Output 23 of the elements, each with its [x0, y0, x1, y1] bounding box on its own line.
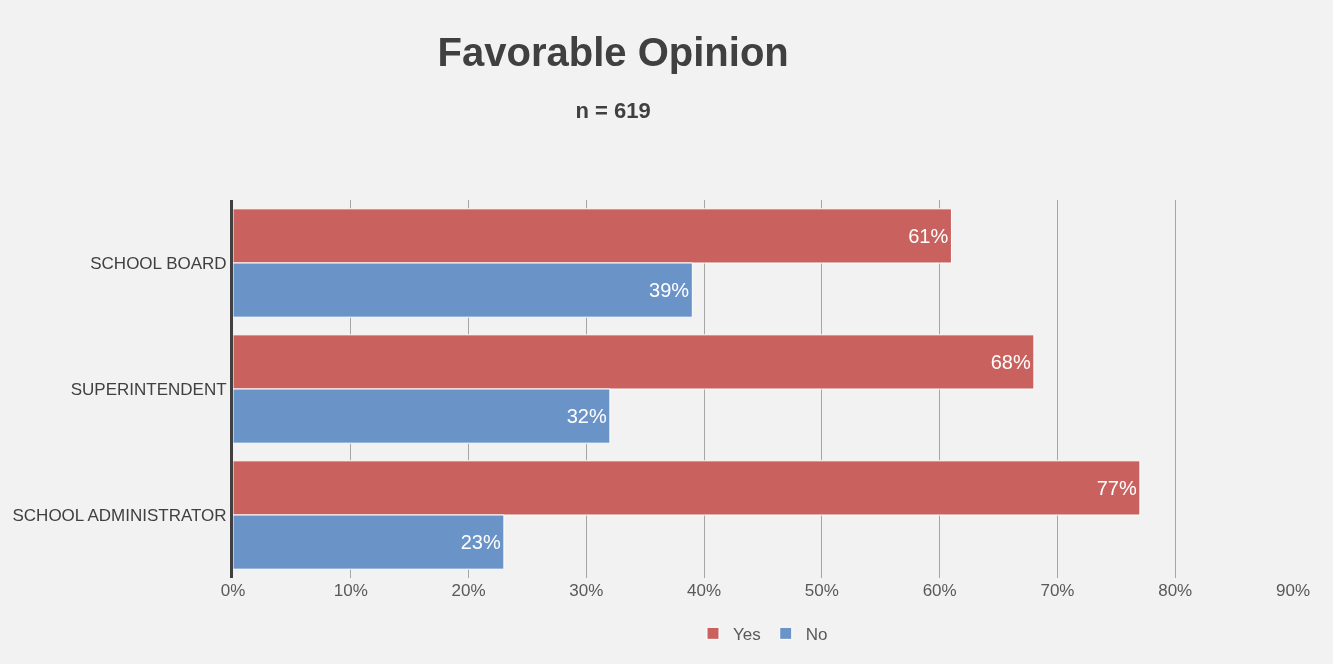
y-tick-label: SCHOOL BOARD	[90, 253, 227, 273]
x-tick-label: 90%	[1275, 581, 1311, 600]
x-tick-label: 80%	[1158, 581, 1193, 600]
x-tick-label: 70%	[1040, 581, 1075, 600]
x-tick-label: 60%	[922, 581, 957, 600]
chart-title: Favorable Opinion	[437, 30, 789, 75]
data-label: 77%	[1096, 476, 1137, 499]
data-label: 61%	[908, 224, 949, 247]
data-label: 23%	[460, 531, 501, 554]
y-tick-label: SCHOOL ADMINISTRATOR	[12, 505, 227, 525]
y-tick-label: SUPERINTENDENT	[70, 379, 227, 399]
data-label: 39%	[649, 279, 690, 302]
data-label: 32%	[566, 405, 607, 428]
data-label: 68%	[990, 350, 1031, 373]
x-tick-label: 0%	[220, 581, 246, 600]
chart-subtitle: n = 619	[575, 98, 651, 124]
x-tick-label: 40%	[687, 581, 722, 600]
x-tick-label: 20%	[451, 581, 486, 600]
legend-label: Yes	[733, 624, 761, 644]
x-tick-label: 10%	[333, 581, 368, 600]
x-tick-label: 50%	[804, 581, 839, 600]
legend-label: No	[805, 624, 828, 644]
x-tick-label: 30%	[569, 581, 604, 600]
